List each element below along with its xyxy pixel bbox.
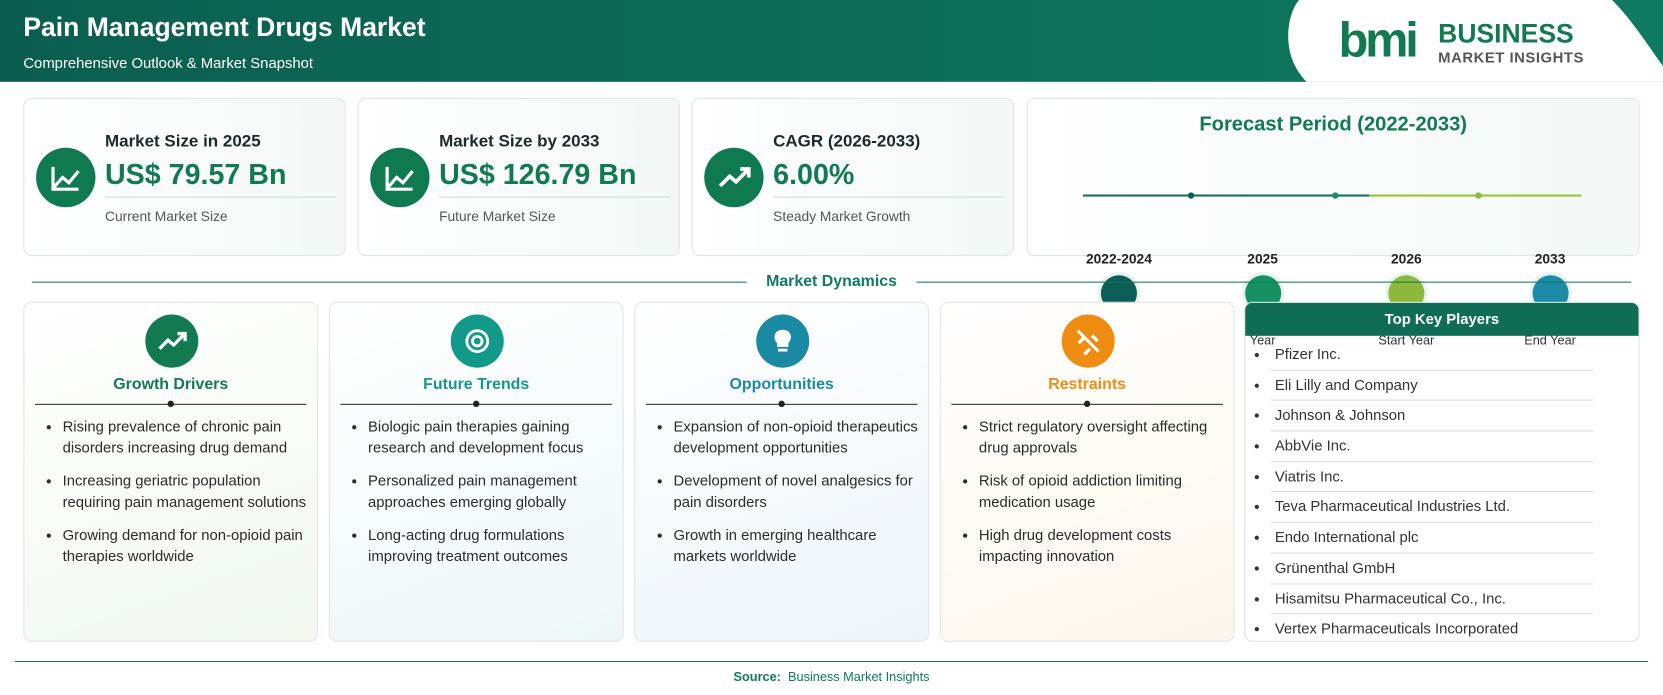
column-dot — [167, 400, 174, 408]
key-player: Endo International plc — [1270, 523, 1594, 554]
step-sub: End Year — [1524, 332, 1576, 348]
column-item: Growing demand for non-opioid pain thera… — [63, 524, 313, 567]
column-item: Personalized pain management approaches … — [368, 470, 618, 513]
column-item: Strict regulatory oversight affecting dr… — [979, 416, 1229, 459]
step-sub: Year — [1249, 332, 1276, 348]
icon — [145, 314, 199, 368]
dynamics-title: Market Dynamics — [746, 272, 917, 291]
dynamics-column: Future Trends Biologic pain therapies gai… — [328, 301, 624, 642]
column-title: Future Trends — [423, 375, 530, 394]
stat-line — [439, 196, 671, 198]
icon-glyph — [465, 329, 490, 353]
key-player: Pfizer Inc. — [1270, 340, 1594, 371]
column-item: Development of novel analgesics for pain… — [673, 470, 923, 513]
source-text: Business Market Insights — [788, 669, 930, 685]
icon — [704, 147, 764, 208]
column-dot — [778, 400, 785, 408]
forecast-card: Forecast Period (2022-2033) 2022-2024His… — [1026, 97, 1640, 348]
logo-line1: BUSINESS — [1438, 19, 1574, 49]
column-dot — [473, 400, 480, 408]
icon-glyph — [51, 166, 80, 191]
source-label: Source: — [733, 669, 781, 685]
column-title: Opportunities — [729, 375, 834, 394]
column-list: Rising prevalence of chronic pain disord… — [48, 416, 313, 579]
stat-note: Future Market Size — [439, 208, 556, 225]
key-player: Teva Pharmaceutical Industries Ltd. — [1270, 492, 1594, 523]
step-sub: Start Year — [1378, 332, 1435, 348]
icon-glyph — [385, 166, 414, 191]
icon — [1061, 314, 1115, 368]
column-list: Strict regulatory oversight affecting dr… — [964, 416, 1229, 579]
column-title: Restraints — [1048, 375, 1127, 394]
icon — [36, 147, 96, 208]
dynamics-column: Opportunities Expansion of non-opioid the… — [634, 301, 930, 642]
column-dot — [1083, 400, 1091, 408]
stat-note: Current Market Size — [104, 208, 228, 225]
source: Source: Business Market Insights — [0, 670, 1663, 685]
stat-line — [104, 196, 337, 198]
stat-card: Market Size by 2033 US$ 126.79 Bn Future M… — [357, 97, 680, 257]
key-players-list: Pfizer Inc.Eli Lilly and CompanyJohnson … — [1252, 340, 1639, 641]
key-player: Hisamitsu Pharmaceutical Co., Inc. — [1270, 584, 1594, 615]
icon-glyph — [718, 167, 751, 188]
stat-label: Market Size in 2025 — [104, 132, 261, 151]
stat-value: 6.00% — [773, 158, 855, 191]
column-item: Risk of opioid addiction limiting medica… — [979, 470, 1229, 513]
column-list: Expansion of non-opioid therapeutics dev… — [659, 416, 924, 579]
stat-value: US$ 79.57 Bn — [104, 158, 287, 191]
column-item: Biologic pain therapies gaining research… — [368, 416, 618, 459]
dynamics-column: Restraints Strict regulatory oversight af… — [939, 301, 1235, 642]
key-players: Top Key Players Pfizer Inc.Eli Lilly and… — [1244, 301, 1640, 642]
column-item: Increasing geriatric population requirin… — [63, 470, 313, 513]
key-player: Viatris Inc. — [1270, 462, 1594, 493]
step-years: 2022-2024 — [1085, 250, 1152, 267]
header-bg — [0, 0, 1663, 82]
key-player: Eli Lilly and Company — [1270, 371, 1594, 402]
icon-glyph — [774, 329, 791, 352]
key-player: Grünenthal GmbH — [1270, 553, 1594, 584]
dynamics-column: Growth Drivers Rising prevalence of chron… — [23, 301, 319, 642]
stat-value: US$ 126.79 Bn — [439, 158, 637, 191]
column-item: Rising prevalence of chronic pain disord… — [63, 416, 313, 459]
timeline — [1082, 194, 1370, 197]
column-item: High drug development costs impacting in… — [979, 524, 1229, 567]
key-player: Vertex Pharmaceuticals Incorporated — [1271, 614, 1593, 640]
icon-glyph — [1076, 329, 1100, 356]
icon — [450, 314, 504, 368]
stat-label: CAGR (2026-2033) — [773, 132, 921, 151]
key-player: Johnson & Johnson — [1270, 401, 1594, 432]
stat-card: Market Size in 2025 US$ 79.57 Bn Current M… — [23, 97, 346, 257]
logo-mark: bmi — [1338, 11, 1418, 67]
footer-line — [14, 660, 1649, 663]
logo-line2: MARKET INSIGHTS — [1438, 48, 1584, 66]
timeline-dot — [1331, 192, 1338, 199]
timeline — [1369, 194, 1582, 197]
timeline-dot — [1187, 192, 1195, 199]
column-item: Long-acting drug formulations improving … — [368, 524, 618, 567]
icon — [756, 314, 810, 368]
key-players-title: Top Key Players — [1245, 302, 1639, 336]
icon — [370, 147, 430, 208]
column-title: Growth Drivers — [113, 375, 229, 394]
subtitle: Comprehensive Outlook & Market Snapshot — [23, 54, 314, 72]
key-player: AbbVie Inc. — [1270, 432, 1594, 463]
stat-note: Steady Market Growth — [773, 208, 911, 225]
timeline-dot — [1475, 192, 1482, 199]
step-years: 2025 — [1247, 250, 1278, 267]
icon-glyph — [158, 331, 187, 350]
step-years: 2026 — [1391, 250, 1422, 267]
column-item: Growth in emerging healthcare markets wo… — [673, 524, 923, 567]
step-years: 2033 — [1534, 250, 1566, 267]
stat-card: CAGR (2026-2033) 6.00% Steady Market Growt… — [691, 97, 1014, 257]
column-item: Expansion of non-opioid therapeutics dev… — [673, 416, 923, 459]
column-list: Biologic pain therapies gaining research… — [353, 416, 618, 579]
title: Pain Management Drugs Market — [23, 12, 426, 43]
stat-label: Market Size by 2033 — [439, 132, 600, 151]
forecast-title: Forecast Period (2022-2033) — [1199, 113, 1468, 137]
stat-line — [773, 196, 1005, 198]
